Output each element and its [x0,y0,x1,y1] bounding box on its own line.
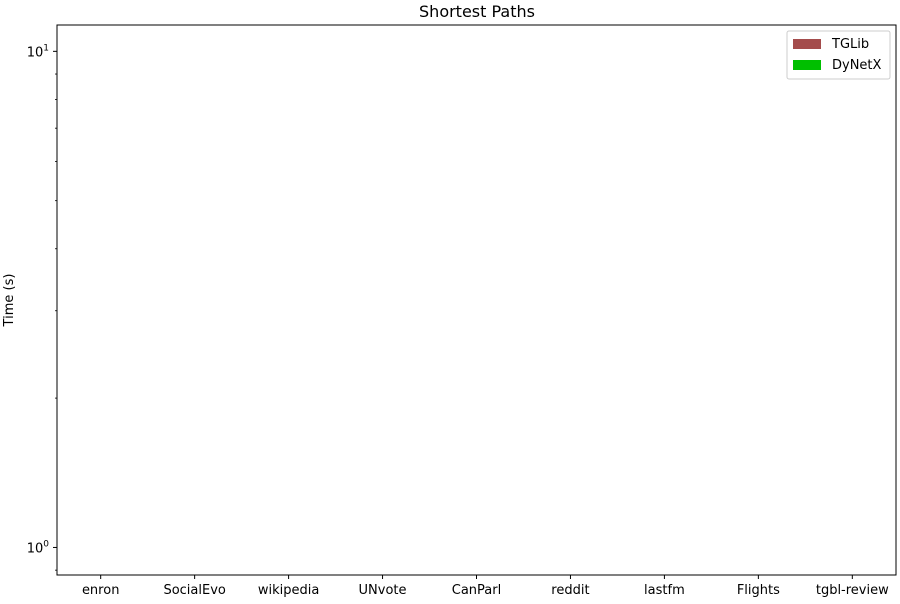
legend-label-dynetx: DyNetX [832,58,882,73]
plot-area [56,24,897,576]
y-tick-label: 100 [27,539,50,556]
legend-swatch-tglib [793,39,821,49]
x-tick-label: lastfm [644,583,685,598]
x-tick-label: wikipedia [258,583,319,598]
y-tick-label: 101 [27,43,49,60]
x-axis: enron SocialEvo wikipedia UNvote CanParl redd… [82,575,889,598]
x-tick-label: enron [82,583,120,598]
legend-swatch-dynetx [793,60,821,70]
x-tick-label: SocialEvo [163,583,225,598]
x-tick-label: UNvote [359,583,407,598]
x-tick-label: tgbl-review [816,583,889,598]
x-tick-label: Flights [737,583,780,598]
y-axis-label: Time (s) [2,274,17,328]
y-axis: 100 101 [27,43,57,571]
x-tick-label: CanParl [452,583,501,598]
legend-label-tglib: TGLib [831,37,869,52]
chart-title: Shortest Paths [419,2,535,21]
legend: TGLib DyNetX [786,30,891,80]
x-tick-label: reddit [551,583,589,598]
